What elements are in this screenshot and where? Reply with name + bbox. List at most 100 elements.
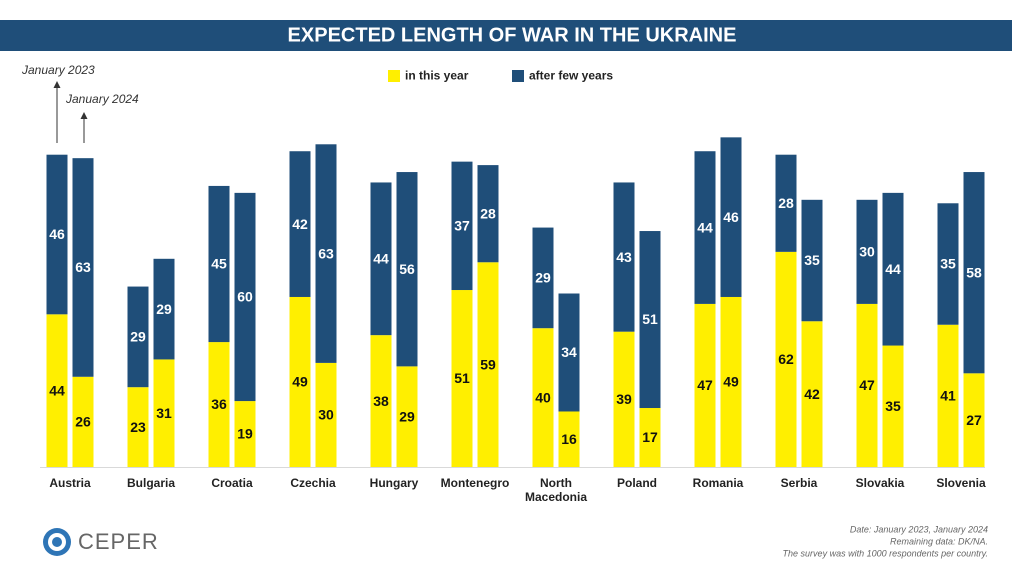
bar-segment — [289, 151, 311, 297]
bar-segment — [153, 359, 175, 467]
annotation-arrowhead — [80, 112, 88, 119]
data-label: 29 — [399, 408, 415, 424]
bar-segment — [856, 199, 878, 304]
bar-segment — [532, 328, 554, 467]
data-label: 44 — [49, 382, 65, 398]
bar-segment — [532, 227, 554, 329]
data-label: 63 — [75, 259, 91, 275]
x-tick-label: Serbia — [780, 476, 818, 490]
footnote: Date: January 2023, January 2024 — [850, 524, 988, 534]
bar-segment — [882, 192, 904, 346]
data-label: 47 — [859, 377, 875, 393]
data-label: 29 — [130, 329, 146, 345]
bar-segment — [72, 158, 94, 377]
bar-segment — [856, 303, 878, 467]
data-label: 30 — [318, 407, 334, 423]
x-tick-label: Czechia — [290, 476, 336, 490]
bar-segment — [639, 408, 661, 467]
logo-dot — [52, 537, 62, 547]
data-label: 38 — [373, 393, 389, 409]
data-label: 46 — [49, 226, 65, 242]
data-label: 43 — [616, 249, 632, 265]
bar-segment — [72, 376, 94, 467]
data-label: 30 — [859, 244, 875, 260]
data-label: 39 — [616, 391, 632, 407]
bar-segment — [963, 373, 985, 467]
data-label: 63 — [318, 245, 334, 261]
bar-segment — [720, 137, 742, 297]
x-tick-label: Slovakia — [855, 476, 905, 490]
data-label: 45 — [211, 256, 227, 272]
annotation-arrowhead — [53, 81, 61, 88]
data-label: 31 — [156, 405, 172, 421]
bar-segment — [451, 290, 473, 467]
bar-segment — [477, 262, 499, 467]
bar-segment — [801, 199, 823, 322]
bar-segment — [46, 154, 68, 315]
data-label: 51 — [642, 311, 658, 327]
data-label: 27 — [966, 412, 982, 428]
x-tick-label: Hungary — [369, 476, 419, 490]
data-label: 59 — [480, 356, 496, 372]
data-label: 41 — [940, 388, 956, 404]
data-label: 60 — [237, 289, 253, 305]
bar-segment — [477, 165, 499, 263]
bar-segment — [720, 296, 742, 467]
data-label: 44 — [885, 261, 901, 277]
legend-label: in this year — [405, 69, 469, 83]
bar-segment — [613, 331, 635, 467]
bar-segment — [775, 251, 797, 467]
bar-segment — [694, 303, 716, 467]
data-label: 44 — [373, 251, 389, 267]
bar-segment — [396, 366, 418, 467]
data-label: 28 — [778, 195, 794, 211]
footnote: The survey was with 1000 respondents per… — [783, 548, 988, 558]
x-tick-label: Croatia — [211, 476, 253, 490]
data-label: 40 — [535, 389, 551, 405]
data-label: 51 — [454, 370, 470, 386]
x-tick-label: Romania — [692, 476, 744, 490]
bar-segment — [289, 296, 311, 467]
bar-segment — [315, 144, 337, 363]
data-label: 29 — [156, 301, 172, 317]
data-label: 35 — [804, 252, 820, 268]
x-tick-label: Austria — [49, 476, 91, 490]
data-label: 19 — [237, 426, 253, 442]
bar-segment — [451, 161, 473, 291]
data-label: 49 — [723, 374, 739, 390]
bar-segment — [694, 151, 716, 304]
bar-segment — [234, 192, 256, 402]
bar-segment — [370, 335, 392, 467]
bar-segment — [234, 401, 256, 467]
legend-swatch — [512, 70, 524, 82]
bar-segment — [208, 185, 230, 343]
data-label: 28 — [480, 205, 496, 221]
footnote: Remaining data: DK/NA. — [890, 536, 988, 546]
bar-segment — [558, 411, 580, 467]
data-label: 35 — [885, 398, 901, 414]
data-label: 34 — [561, 344, 577, 360]
legend-swatch — [388, 70, 400, 82]
data-label: 56 — [399, 261, 415, 277]
data-label: 62 — [778, 351, 794, 367]
data-label: 42 — [804, 386, 820, 402]
x-tick-label: Slovenia — [936, 476, 986, 490]
data-label: 16 — [561, 431, 577, 447]
bar-segment — [127, 387, 149, 467]
data-label: 23 — [130, 419, 146, 435]
bar-segment — [937, 203, 959, 325]
bar-segment — [639, 231, 661, 409]
annotation: January 2023 — [21, 63, 95, 77]
data-label: 26 — [75, 414, 91, 430]
bar-segment — [882, 345, 904, 467]
data-label: 42 — [292, 216, 308, 232]
bar-segment — [963, 172, 985, 374]
x-tick-label: North Macedonia — [524, 476, 587, 504]
chart-title: EXPECTED LENGTH OF WAR IN THE UKRAINE — [288, 24, 737, 46]
bar-segment — [208, 342, 230, 467]
annotation: January 2024 — [65, 92, 139, 106]
title-banner — [0, 20, 1012, 51]
bar-segment — [558, 293, 580, 412]
